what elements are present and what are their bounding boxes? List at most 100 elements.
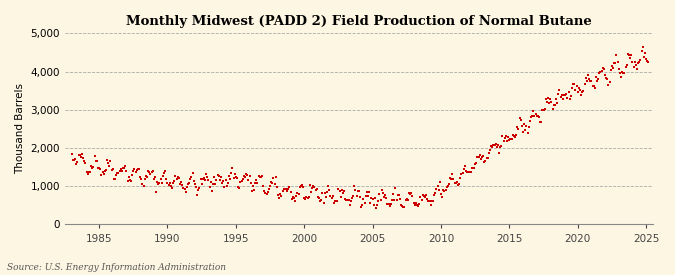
Point: [585, 79, 595, 83]
Point: [162, 181, 173, 185]
Point: [387, 192, 398, 197]
Point: [549, 102, 560, 107]
Point: [599, 67, 610, 72]
Point: [480, 158, 491, 163]
Point: [99, 172, 109, 176]
Point: [617, 70, 628, 74]
Point: [300, 197, 310, 202]
Point: [628, 65, 639, 70]
Point: [485, 147, 495, 152]
Point: [167, 186, 178, 190]
Point: [560, 92, 570, 97]
Point: [200, 178, 211, 183]
Point: [606, 64, 617, 68]
Point: [635, 58, 646, 63]
Point: [148, 177, 159, 181]
Point: [252, 181, 263, 185]
Point: [505, 137, 516, 141]
Point: [179, 187, 190, 192]
Point: [375, 198, 386, 202]
Point: [466, 166, 477, 170]
Point: [381, 196, 392, 200]
Point: [612, 60, 623, 65]
Point: [490, 141, 501, 146]
Point: [392, 193, 403, 197]
Point: [267, 180, 277, 185]
Point: [496, 144, 507, 148]
Point: [215, 175, 226, 179]
Point: [336, 188, 347, 192]
Point: [609, 61, 620, 65]
Point: [304, 183, 315, 187]
Point: [324, 188, 335, 192]
Point: [427, 199, 438, 203]
Point: [543, 96, 554, 101]
Point: [180, 190, 191, 194]
Point: [159, 171, 169, 175]
Point: [334, 189, 345, 193]
Point: [175, 182, 186, 186]
Point: [427, 199, 437, 203]
Point: [254, 175, 265, 179]
Point: [114, 169, 125, 174]
Point: [382, 202, 393, 206]
Point: [142, 169, 153, 174]
Point: [281, 188, 292, 193]
Point: [545, 97, 556, 101]
Point: [298, 185, 308, 190]
Point: [232, 176, 242, 180]
Point: [168, 180, 179, 185]
Title: Monthly Midwest (PADD 2) Field Production of Normal Butane: Monthly Midwest (PADD 2) Field Productio…: [126, 15, 592, 28]
Point: [440, 188, 451, 192]
Point: [169, 179, 180, 183]
Point: [564, 97, 575, 101]
Point: [86, 164, 97, 169]
Point: [578, 89, 589, 93]
Point: [142, 175, 153, 180]
Point: [356, 205, 367, 209]
Point: [293, 192, 304, 196]
Point: [226, 170, 237, 175]
Point: [518, 122, 529, 127]
Point: [242, 173, 252, 177]
Point: [637, 44, 648, 49]
Point: [376, 188, 387, 192]
Point: [198, 176, 209, 180]
Point: [129, 166, 140, 171]
Point: [371, 206, 381, 211]
Point: [193, 187, 204, 192]
Point: [263, 189, 273, 194]
Point: [458, 167, 469, 172]
Point: [580, 76, 591, 80]
Point: [538, 107, 549, 112]
Point: [394, 193, 404, 197]
Point: [99, 169, 110, 174]
Point: [445, 176, 456, 181]
Point: [132, 167, 143, 171]
Point: [397, 203, 408, 208]
Point: [259, 188, 270, 193]
Point: [551, 101, 562, 105]
Point: [228, 175, 239, 180]
Point: [546, 100, 557, 104]
Point: [536, 120, 547, 124]
Point: [418, 194, 429, 198]
Point: [350, 188, 361, 192]
Point: [153, 182, 164, 186]
Point: [471, 161, 482, 166]
Point: [528, 109, 539, 113]
Point: [488, 142, 499, 147]
Point: [570, 88, 580, 92]
Point: [526, 115, 537, 120]
Point: [402, 197, 413, 202]
Point: [217, 181, 227, 185]
Point: [455, 176, 466, 180]
Point: [531, 113, 542, 118]
Point: [639, 50, 650, 55]
Point: [510, 135, 520, 140]
Point: [121, 169, 132, 174]
Point: [176, 179, 186, 184]
Point: [117, 169, 128, 173]
Point: [453, 183, 464, 187]
Point: [341, 197, 352, 202]
